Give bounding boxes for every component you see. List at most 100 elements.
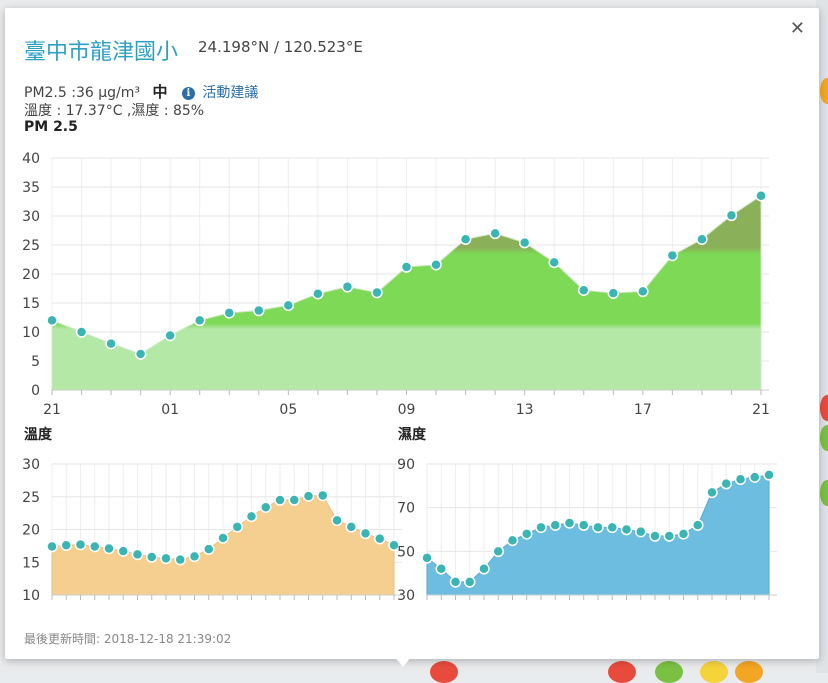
map-marker[interactable]: [430, 661, 458, 683]
y-tick-label: 70: [397, 501, 415, 517]
data-point: [160, 552, 172, 565]
y-tick-label: 25: [22, 490, 40, 506]
map-marker[interactable]: [655, 661, 683, 683]
info-icon[interactable]: i: [181, 87, 195, 100]
data-point: [105, 337, 117, 350]
station-name: 臺中市龍津國小: [24, 40, 179, 65]
humidity-chart: 30 50 70 90: [397, 457, 777, 604]
data-point: [720, 477, 732, 490]
data-point: [478, 563, 490, 575]
data-point: [260, 501, 272, 513]
data-point: [666, 249, 679, 262]
data-point: [578, 519, 590, 531]
y-tick-label: 30: [22, 457, 40, 473]
pm25-chart-title: PM 2.5: [24, 119, 78, 135]
data-point: [203, 543, 215, 555]
data-point: [46, 314, 58, 327]
data-point: [174, 553, 186, 566]
data-point: [231, 521, 243, 533]
data-point: [578, 284, 590, 296]
data-point: [245, 510, 258, 523]
data-point: [663, 530, 675, 542]
data-point: [755, 189, 767, 202]
y-tick-label: 10: [22, 325, 40, 341]
data-point: [563, 517, 576, 529]
data-point: [193, 314, 206, 327]
data-point: [103, 542, 115, 555]
data-point: [188, 550, 201, 563]
map-marker[interactable]: [820, 395, 828, 421]
data-point: [400, 261, 413, 273]
map-marker[interactable]: [820, 480, 828, 506]
y-tick-label: 15: [22, 296, 40, 312]
y-tick-label: 90: [397, 457, 415, 473]
data-point: [521, 528, 533, 540]
data-point: [435, 563, 447, 575]
data-point: [518, 236, 531, 249]
data-point: [341, 281, 354, 293]
area-series: [51, 494, 395, 596]
y-tick-label: 25: [22, 238, 40, 254]
data-point: [345, 521, 357, 533]
map-marker[interactable]: [700, 661, 728, 683]
map-marker[interactable]: [608, 661, 636, 683]
x-tick-label: 21: [752, 402, 770, 418]
y-tick-label: 35: [22, 180, 40, 196]
data-point: [359, 527, 372, 540]
x-tick-label: 13: [516, 402, 534, 418]
x-tick-label: 21: [43, 402, 61, 418]
data-point: [464, 576, 476, 588]
data-point: [117, 545, 129, 557]
y-tick-label: 30: [397, 588, 415, 604]
data-point: [696, 233, 708, 245]
data-point: [637, 285, 649, 298]
data-point: [607, 287, 620, 299]
y-tick-label: 50: [397, 544, 415, 560]
data-point: [282, 299, 295, 312]
temperature-chart: 10 15 20 25 30: [22, 457, 402, 604]
data-point: [449, 576, 462, 588]
data-point: [131, 548, 144, 561]
x-tick-label: 05: [279, 402, 297, 418]
data-point: [60, 539, 72, 551]
area-series: [51, 194, 762, 391]
map-marker[interactable]: [820, 78, 828, 104]
data-point: [134, 348, 147, 360]
y-tick-label: 40: [22, 151, 40, 167]
activity-advice-link[interactable]: 活動建議: [202, 85, 259, 101]
map-marker[interactable]: [820, 425, 828, 451]
data-point: [253, 304, 265, 317]
pm25-summary: PM2.5 :36 μg/m³ 中 i 活動建議: [24, 81, 258, 102]
data-point: [388, 539, 400, 551]
data-point: [288, 494, 300, 506]
data-point: [620, 523, 633, 536]
data-point: [459, 233, 472, 245]
data-point: [734, 473, 747, 486]
station-popup: ✕ 臺中市龍津國小 24.198°N / 120.523°E PM2.5 :36…: [5, 8, 819, 659]
data-point: [548, 256, 560, 269]
x-tick-label: 01: [161, 402, 179, 418]
data-point: [706, 486, 718, 499]
temp-humidity-summary: 溫度 : 17.37°C ,濕度 : 85%: [24, 103, 205, 119]
data-point: [606, 521, 618, 534]
data-point: [430, 258, 442, 271]
data-point: [331, 514, 343, 527]
close-icon[interactable]: ✕: [789, 18, 805, 39]
data-point: [217, 532, 229, 544]
pm25-value: PM2.5 :36 μg/m³: [24, 85, 140, 101]
y-tick-label: 20: [22, 267, 40, 283]
data-point: [89, 540, 101, 553]
x-tick-label: 09: [398, 402, 416, 418]
pm25-level: 中: [152, 83, 168, 101]
y-tick-label: 20: [22, 523, 40, 539]
data-point: [421, 552, 433, 564]
area-series: [426, 474, 770, 596]
map-marker[interactable]: [735, 661, 763, 683]
data-point: [223, 307, 235, 319]
data-point: [725, 209, 738, 222]
temperature-chart-title: 溫度: [24, 427, 52, 443]
data-point: [592, 521, 604, 534]
y-tick-label: 15: [22, 555, 40, 571]
data-point: [535, 521, 547, 534]
